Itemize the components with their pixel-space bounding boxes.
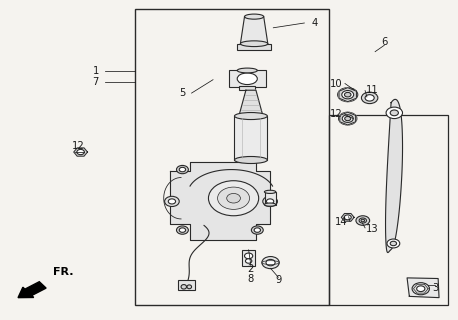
Ellipse shape [237,68,257,73]
Text: 3: 3 [432,283,438,293]
Ellipse shape [234,113,267,120]
Text: 5: 5 [179,88,185,98]
Circle shape [208,181,259,216]
Polygon shape [239,90,263,116]
Circle shape [266,260,275,266]
Bar [239,86,256,90]
Circle shape [227,194,240,203]
Text: 1: 1 [93,66,99,76]
Polygon shape [386,100,403,252]
Circle shape [338,112,357,125]
Ellipse shape [237,73,257,84]
Bar [265,192,276,204]
Bar [237,44,272,50]
Text: 4: 4 [311,18,317,28]
Circle shape [356,216,370,225]
Polygon shape [341,213,354,221]
Circle shape [344,215,351,220]
Circle shape [412,283,430,295]
Circle shape [344,92,351,97]
Circle shape [386,107,403,119]
Circle shape [245,259,252,263]
Circle shape [342,115,353,123]
Circle shape [262,257,279,269]
Text: 9: 9 [275,276,282,285]
Circle shape [390,110,398,116]
Circle shape [342,91,354,99]
Text: 11: 11 [366,85,379,95]
Circle shape [218,187,250,209]
Text: 2: 2 [248,264,254,274]
Bar [242,250,256,266]
Polygon shape [340,112,355,125]
Ellipse shape [240,41,268,47]
Circle shape [168,199,175,204]
Ellipse shape [264,203,276,206]
Circle shape [361,219,365,222]
Circle shape [267,199,274,204]
Ellipse shape [187,285,191,289]
Text: 14: 14 [335,217,348,227]
Circle shape [245,253,253,259]
Circle shape [338,88,358,102]
Circle shape [387,239,400,248]
Ellipse shape [234,156,267,164]
Bar [234,116,267,160]
Circle shape [176,226,188,234]
Text: 6: 6 [381,37,387,47]
Text: FR.: FR. [53,267,73,277]
Polygon shape [240,17,268,44]
Circle shape [179,228,185,232]
Bar [229,70,266,87]
Circle shape [251,226,263,234]
Ellipse shape [181,284,186,289]
Bar [136,9,329,305]
Circle shape [254,228,261,232]
Polygon shape [407,278,439,298]
Circle shape [390,241,397,246]
Circle shape [365,95,374,101]
Circle shape [77,149,84,155]
Circle shape [176,165,188,174]
Ellipse shape [245,14,264,19]
Circle shape [361,92,378,104]
Text: 8: 8 [248,274,254,284]
Text: 12: 12 [329,109,342,119]
Text: 12: 12 [72,141,85,151]
Polygon shape [74,148,87,156]
Polygon shape [339,88,356,102]
Text: 10: 10 [330,78,342,89]
Circle shape [179,167,185,172]
Circle shape [164,196,179,206]
Circle shape [263,196,278,206]
Polygon shape [169,162,270,240]
Circle shape [359,218,366,223]
Text: 7: 7 [93,77,99,87]
Ellipse shape [264,190,276,194]
Circle shape [417,286,425,292]
FancyArrow shape [18,282,46,298]
Bar [329,116,448,305]
Circle shape [345,116,351,121]
Bar [178,280,195,290]
Text: 13: 13 [366,223,379,234]
